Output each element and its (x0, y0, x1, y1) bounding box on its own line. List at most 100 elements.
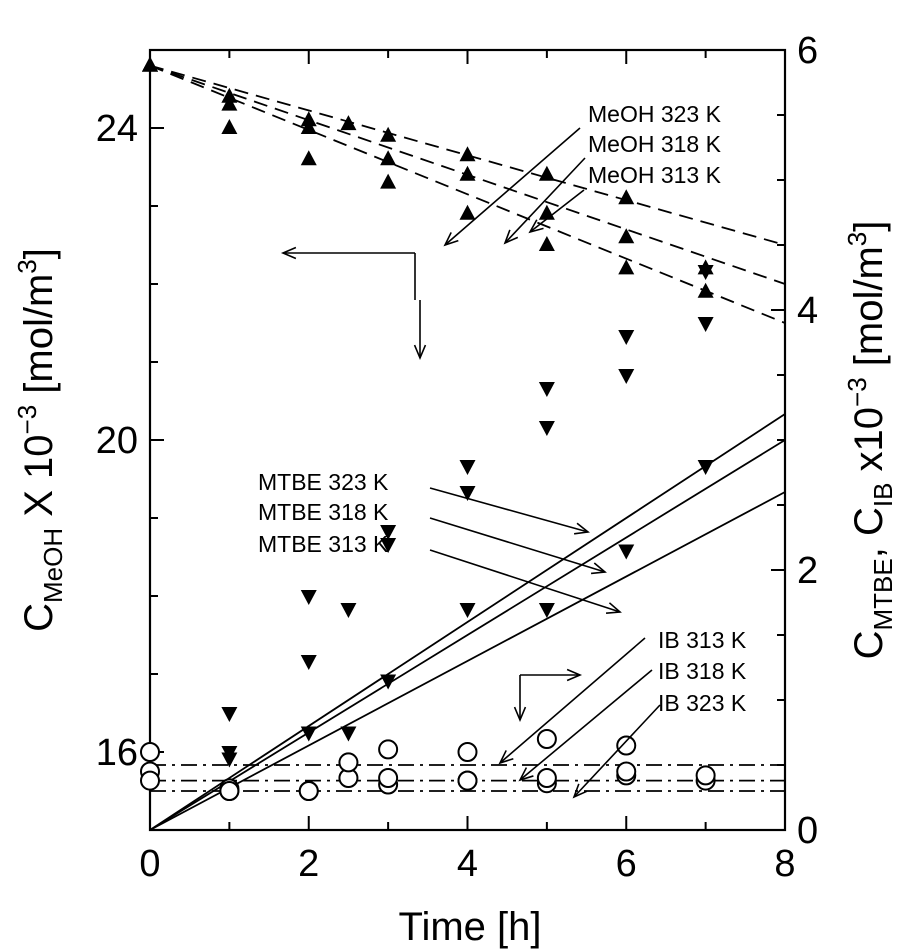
mtbe-point (618, 330, 635, 345)
ib-point (219, 781, 240, 801)
y-right-tick-label: 2 (797, 550, 818, 592)
arrow-meoh-313-head (528, 219, 544, 234)
annotation-arrows (280, 127, 661, 799)
meoh-point (380, 173, 397, 189)
arrow-mtbe-323 (429, 487, 589, 533)
arrow-right-axis-head (566, 668, 583, 682)
meoh-point (300, 111, 317, 127)
mtbe-point (300, 655, 317, 670)
ib-point (338, 752, 359, 773)
arrow-ib-313 (499, 637, 646, 764)
meoh-point (221, 87, 238, 103)
meoh-point (459, 146, 476, 162)
ib-point (378, 739, 399, 760)
series-fit-line-5 (149, 491, 786, 831)
arrow-mtbe-313 (429, 549, 621, 613)
meoh-point (459, 204, 476, 220)
annotation-meoh-318: MeOH 318 K (588, 131, 722, 157)
y-right-tick-label: 0 (797, 810, 818, 852)
meoh-point (697, 282, 714, 298)
mtbe-point (380, 538, 397, 553)
meoh-point (300, 119, 317, 134)
arrow-mtbe-318-head (590, 562, 607, 575)
annotation-meoh-323: MeOH 323 K (588, 101, 722, 127)
y-left-tick-label: 16 (96, 732, 138, 774)
x-tick-label: 4 (457, 843, 478, 885)
axis-ticks (149, 49, 786, 831)
mtbe-point (459, 486, 476, 501)
ib-point (695, 765, 716, 786)
ib-point (616, 735, 637, 756)
ib-point (378, 768, 399, 788)
arrow-meoh-323-head (443, 232, 459, 247)
mtbe-point (618, 544, 635, 560)
meoh-point (459, 165, 476, 181)
mtbe-point (459, 603, 476, 618)
annotation-ib-323: IB 323 K (658, 690, 747, 716)
mtbe-point (697, 317, 714, 332)
mtbe-point (459, 460, 476, 475)
meoh-point (538, 236, 555, 251)
ib-point (457, 770, 478, 791)
x-tick-label: 0 (139, 843, 160, 885)
meoh-point (221, 95, 238, 111)
arrow-mtbe-313-head (605, 602, 622, 614)
arrow-ib-318 (519, 669, 653, 781)
meoh-point (538, 165, 555, 181)
y-right-tick-label: 6 (797, 30, 818, 72)
ib-point (140, 742, 160, 762)
meoh-point (221, 119, 238, 134)
annotation-ib-313: IB 313 K (658, 627, 747, 653)
x-tick-label: 2 (298, 843, 319, 885)
series-fit-line-0 (149, 64, 786, 324)
arrow-meoh-318 (504, 157, 586, 244)
meoh-point (618, 228, 635, 244)
ib-point (616, 761, 637, 782)
series-markers (140, 56, 716, 801)
meoh-point (380, 126, 397, 142)
ib-point (140, 770, 160, 791)
mtbe-point (380, 525, 397, 540)
arrow-meoh-318-head (503, 229, 519, 245)
mtbe-point (538, 421, 555, 436)
meoh-point (618, 189, 635, 205)
arrow-mtbe-318 (429, 517, 606, 573)
arrow-ib-323-head (572, 783, 588, 799)
arrow-meoh-313 (529, 189, 585, 233)
series-fit-line-3 (149, 413, 786, 831)
arrow-mtbe-323-head (574, 522, 590, 535)
mtbe-point (697, 460, 714, 475)
x-tick-label: 6 (616, 843, 637, 885)
mtbe-point (221, 707, 238, 722)
mtbe-point (340, 726, 357, 742)
mtbe-point (697, 265, 714, 280)
arrow-right-axis-down-head (513, 706, 527, 723)
ib-point (457, 742, 478, 762)
ib-point (536, 729, 557, 749)
meoh-point (538, 204, 555, 220)
mtbe-point (221, 752, 238, 768)
annotation-mtbe-323: MTBE 323 K (258, 469, 389, 495)
y-left-tick-label: 20 (96, 420, 138, 462)
mtbe-point (538, 382, 555, 397)
annotation-mtbe-313: MTBE 313 K (258, 531, 389, 557)
annotation-meoh-313: MeOH 313 K (588, 162, 722, 188)
ib-point (298, 781, 319, 801)
meoh-point (300, 150, 317, 166)
annotation-ib-318: IB 318 K (658, 658, 747, 684)
x-axis-title: Time [h] (399, 905, 542, 949)
mtbe-point (340, 603, 357, 618)
meoh-point (340, 115, 357, 131)
meoh-point (380, 150, 397, 166)
ib-point (536, 768, 557, 788)
y-axis-right-title: CMTBE, CIB x10−3 [mol/m3] (842, 221, 898, 660)
mtbe-point (618, 369, 635, 384)
mtbe-point (300, 726, 317, 742)
y-axis-left-title: CMeOH X 10−3 [mol/m3] (12, 248, 68, 632)
mtbe-point (300, 590, 317, 605)
arrow-left-axis-down-head (413, 344, 427, 361)
arrow-ib-323 (573, 704, 661, 798)
y-right-tick-label: 4 (797, 290, 818, 332)
mtbe-point (380, 674, 397, 690)
